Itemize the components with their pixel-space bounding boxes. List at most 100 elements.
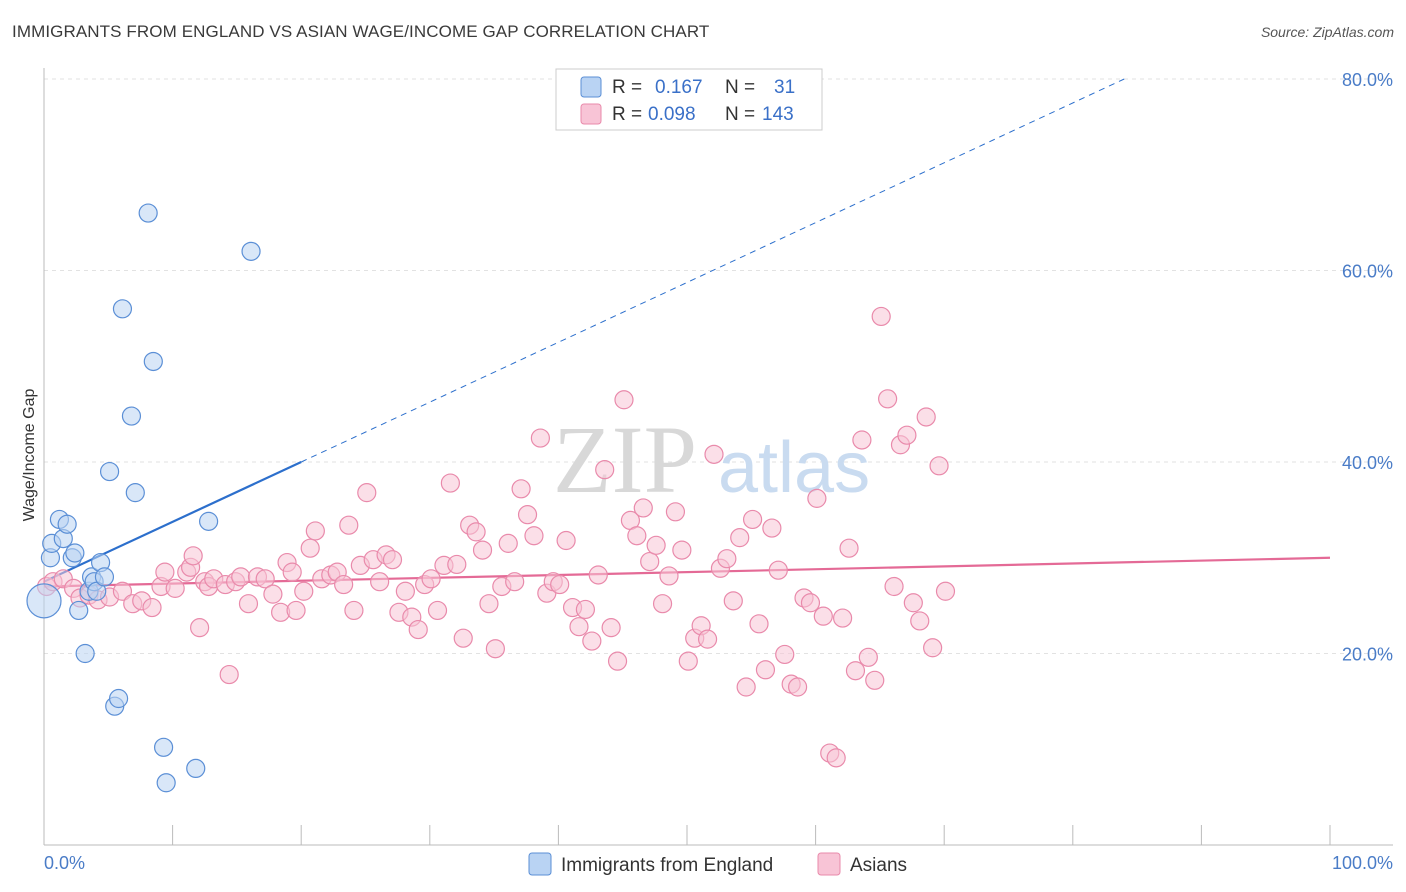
asian-point-130 [910, 611, 930, 631]
asian-point-25 [231, 567, 251, 587]
y-tick-labels: 20.0% 40.0% 60.0% 80.0% [1342, 70, 1393, 665]
asian-point-100 [717, 549, 737, 569]
england-trend-line [43, 461, 302, 583]
legend-r-value-asian: 0.098 [648, 104, 696, 125]
asian-point-14 [165, 578, 185, 598]
asian-point-50 [395, 581, 415, 601]
asian-point-18 [190, 618, 210, 638]
asian-point-58 [447, 554, 467, 575]
asian-point-71 [530, 428, 550, 448]
asian-point-104 [742, 509, 763, 530]
asian-point-70 [524, 526, 544, 546]
asian-point-84 [614, 390, 634, 410]
asian-point-103 [736, 677, 756, 697]
england-point-8 [69, 600, 89, 621]
asian-point-114 [807, 488, 827, 508]
england-trend-extension [300, 78, 1125, 463]
asian-point-101 [723, 591, 743, 611]
asian-point-106 [755, 660, 776, 680]
legend-bottom-label-asian: Asians [850, 855, 907, 876]
england-point-5 [57, 514, 77, 534]
asian-point-102 [730, 528, 750, 548]
y-tick-label-3: 80.0% [1342, 70, 1393, 90]
asian-point-44 [357, 483, 377, 503]
watermark-zip: ZIP [553, 406, 697, 513]
england-point-21 [125, 483, 145, 503]
asian-point-17 [183, 546, 203, 566]
legend-r-label-asian: R = [612, 104, 642, 125]
watermark-atlas: atlas [718, 428, 870, 508]
watermark: ZIP atlas [553, 406, 870, 513]
asian-point-90 [652, 594, 673, 614]
y-tick-label-0: 20.0% [1342, 645, 1393, 665]
legend-r-label-england: R = [612, 77, 642, 98]
asian-point-121 [852, 430, 872, 450]
asian-point-63 [479, 594, 499, 614]
asian-point-80 [588, 565, 608, 585]
y-tick-label-1: 40.0% [1342, 453, 1393, 473]
asian-point-32 [282, 562, 302, 582]
england-point-24 [153, 737, 174, 757]
asian-point-125 [878, 389, 898, 409]
asian-point-94 [678, 651, 698, 671]
england-point-26 [186, 758, 206, 779]
asian-point-120 [845, 661, 866, 681]
asian-point-40 [334, 574, 354, 595]
england-point-27 [199, 511, 219, 531]
asian-point-97 [697, 629, 718, 649]
asian-point-57 [440, 473, 460, 493]
asian-point-113 [800, 593, 821, 613]
asian-point-86 [627, 526, 647, 546]
asian-point-109 [775, 644, 795, 665]
asian-point-26 [238, 594, 259, 614]
england-point-7 [65, 543, 85, 563]
asian-point-82 [601, 618, 621, 638]
asian-point-66 [498, 533, 518, 553]
legend-n-label-asian: N = [725, 104, 755, 125]
england-point-20 [121, 406, 142, 426]
england-point-28 [241, 241, 261, 261]
asian-point-81 [595, 460, 615, 480]
chart-title: IMMIGRANTS FROM ENGLAND VS ASIAN WAGE/IN… [12, 22, 710, 41]
asian-point-118 [833, 608, 853, 628]
england-point-19 [112, 299, 133, 319]
england-point-22 [138, 203, 158, 223]
asian-point-68 [511, 479, 531, 499]
asian-point-131 [916, 407, 936, 427]
axes [43, 68, 1393, 846]
legend-bottom-label-england: Immigrants from England [561, 855, 773, 876]
asian-point-8 [112, 581, 133, 601]
asian-point-132 [923, 638, 943, 658]
asian-point-89 [646, 535, 666, 555]
asian-point-83 [607, 651, 628, 671]
x-tick-label-min: 0.0% [44, 853, 85, 873]
asian-point-64 [485, 639, 505, 659]
asian-point-128 [897, 425, 917, 445]
y-tick-label-2: 60.0% [1342, 262, 1393, 282]
asian-point-13 [155, 562, 175, 582]
legend-top: R = 0.167 N = 31 R = 0.098 N = 143 [555, 68, 823, 131]
asian-point-23 [219, 664, 239, 685]
england-point-0 [26, 583, 62, 619]
asian-point-59 [453, 628, 473, 648]
asian-point-46 [370, 572, 390, 592]
asian-point-93 [672, 540, 692, 560]
england-point-15 [94, 567, 115, 587]
legend-n-value-england: 31 [774, 77, 795, 98]
asian-point-119 [839, 538, 859, 558]
legend-n-label-england: N = [725, 77, 755, 98]
asian-point-133 [929, 456, 949, 476]
asian-point-55 [427, 600, 448, 621]
asian-point-62 [472, 540, 493, 560]
legend-r-value-england: 0.167 [655, 77, 703, 98]
asian-point-33 [286, 600, 306, 621]
asian-point-87 [633, 498, 653, 518]
asian-point-134 [935, 581, 956, 601]
asian-point-77 [569, 617, 589, 637]
legend-swatch-asian [580, 103, 602, 125]
asian-point-105 [749, 614, 769, 634]
asian-point-91 [659, 566, 679, 586]
england-point-9 [75, 643, 95, 664]
legend-bottom-swatch-asian [817, 852, 841, 876]
